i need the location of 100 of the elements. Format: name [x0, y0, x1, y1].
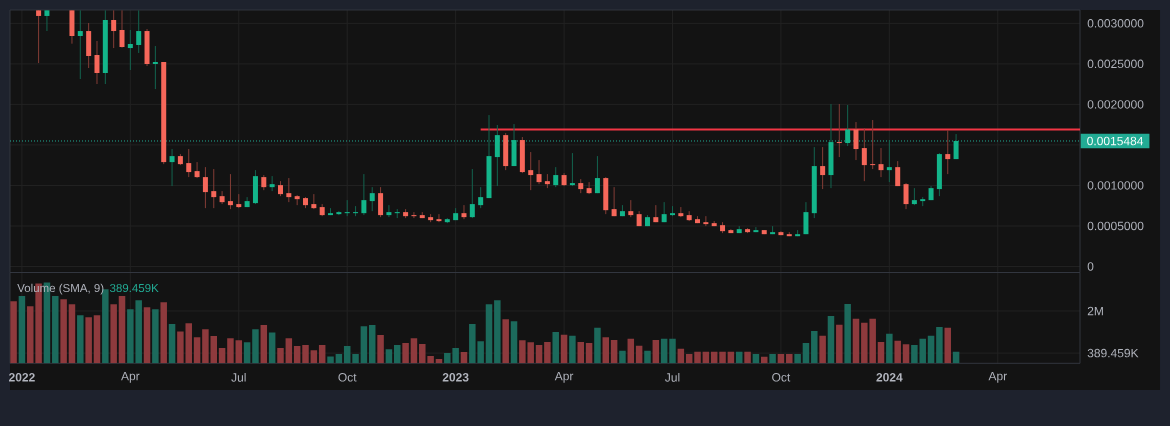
x-tick-label: 2022: [8, 373, 35, 382]
bar: [277, 348, 284, 364]
ref-line-label: 0.0015484: [1087, 136, 1144, 146]
bar: [85, 317, 92, 364]
bar: [886, 333, 893, 364]
bar: [160, 302, 167, 364]
y-tick-label: 0.0020000: [1087, 100, 1144, 109]
x-tick-label: Oct: [338, 373, 357, 382]
bar: [460, 352, 468, 364]
candlestick: [895, 160, 901, 187]
candlestick: [44, 9, 50, 32]
bar: [227, 338, 234, 364]
bar: [594, 327, 601, 364]
x-tick-label: Jul: [665, 372, 680, 382]
bar: [877, 342, 885, 364]
candlestick: [536, 159, 542, 185]
candlestick: [386, 204, 392, 218]
candlestick: [528, 151, 534, 191]
candlestick: [953, 133, 959, 160]
bar: [68, 304, 76, 364]
candlestick: [127, 29, 133, 71]
y-tick-label: 389.459K: [1087, 348, 1139, 358]
candlestick: [436, 213, 442, 223]
bar: [544, 342, 551, 364]
bar: [143, 307, 151, 364]
bar: [485, 304, 493, 364]
bar: [861, 322, 868, 364]
bar: [652, 340, 660, 364]
bar: [302, 344, 309, 364]
candlestick: [853, 121, 859, 161]
candlestick: [461, 204, 467, 220]
bar: [669, 338, 676, 364]
candlestick: [945, 129, 951, 175]
x-tick-label: Apr: [988, 371, 1007, 383]
y-tick-label: 0.0025000: [1087, 59, 1144, 69]
candlestick: [152, 45, 158, 90]
bar: [343, 346, 351, 364]
y-tick-label: 0.0010000: [1087, 181, 1144, 190]
bar: [252, 329, 259, 364]
bar: [477, 341, 484, 364]
candlestick: [803, 201, 809, 235]
candlestick: [227, 173, 233, 210]
bar: [560, 334, 568, 364]
x-tick-label: Apr: [554, 371, 574, 383]
bar: [102, 289, 109, 364]
candlestick: [211, 168, 217, 209]
bar: [927, 335, 935, 364]
bar: [577, 342, 584, 364]
y-tick-label: 0.0030000: [1087, 19, 1144, 28]
candlestick: [861, 127, 867, 182]
x-tick-label: 2023: [442, 373, 469, 382]
candlestick: [820, 146, 826, 190]
bar: [911, 344, 918, 364]
bar: [193, 337, 201, 364]
annotation: 389.459K: [109, 283, 159, 293]
candlestick: [553, 166, 559, 188]
y-tick-label: 2M: [1087, 306, 1103, 316]
candlestick: [219, 190, 225, 205]
candlestick: [903, 182, 909, 210]
bar: [360, 326, 368, 364]
bar: [902, 344, 910, 364]
candlestick: [494, 124, 500, 187]
bar: [627, 338, 635, 364]
bar: [936, 326, 943, 364]
bar: [827, 315, 835, 364]
bar: [869, 318, 876, 364]
bar: [494, 300, 501, 364]
candlestick: [594, 155, 600, 194]
bar: [293, 346, 301, 364]
candlestick: [202, 166, 208, 209]
bar: [660, 338, 668, 364]
bar: [318, 344, 326, 364]
bar: [260, 325, 268, 364]
bar: [944, 327, 951, 364]
candlestick: [886, 139, 892, 183]
x-tick-label: Apr: [121, 371, 140, 383]
y-tick-label: 0: [1087, 262, 1094, 271]
bar: [535, 344, 543, 364]
bar: [368, 325, 376, 364]
bar: [235, 340, 243, 364]
candlestick: [353, 205, 359, 217]
bar: [444, 353, 451, 364]
bar: [93, 315, 101, 364]
candlestick: [569, 152, 575, 187]
bar: [811, 331, 818, 364]
x-tick-label: Oct: [772, 373, 791, 382]
candlestick: [194, 161, 200, 179]
candlestick: [478, 186, 484, 209]
bar: [919, 338, 926, 364]
bar: [77, 315, 84, 364]
bar: [18, 296, 26, 364]
bar: [185, 323, 192, 364]
candlestick: [836, 103, 842, 158]
bar: [243, 342, 251, 364]
bar: [394, 344, 401, 364]
bar: [569, 335, 576, 364]
bar: [602, 337, 610, 364]
bar: [127, 309, 134, 364]
candlestick: [369, 186, 375, 212]
candlestick: [269, 175, 275, 192]
